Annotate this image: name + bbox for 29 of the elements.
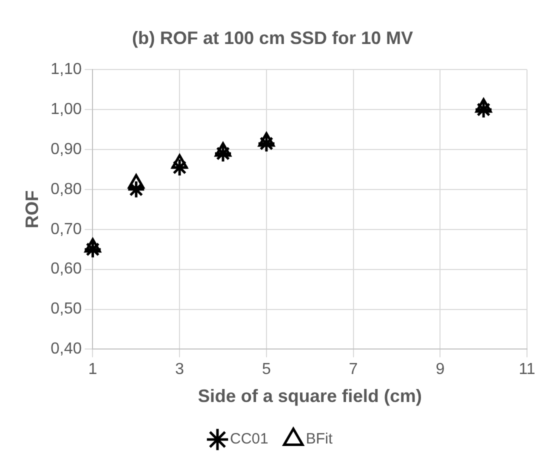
y-tick-label: 0,70 [50,220,82,238]
y-axis-title: ROF [22,190,42,228]
y-tick-label: 0,80 [50,180,82,198]
point [171,154,188,169]
point [83,240,102,259]
x-axis-title: Side of a square field (cm) [198,386,422,406]
y-tick-label: 1,10 [50,61,82,78]
x-tick-label: 1 [88,361,98,378]
point [214,142,232,157]
y-tick-label: 0,90 [50,140,82,158]
y-tick-label: 0,40 [50,340,82,358]
legend-label: CC01 [230,430,268,448]
x-tick-label: 5 [262,361,271,378]
point [258,132,275,147]
point [214,144,232,163]
y-tick-label: 0,60 [50,260,82,278]
y-tick-label: 1,00 [50,100,82,118]
point [128,174,144,189]
point [170,158,189,177]
point [126,180,146,199]
y-tick-label: 0,50 [50,300,82,318]
point [475,98,492,113]
chart-title: (b) ROF at 100 cm SSD for 10 MV [132,28,414,48]
x-tick-label: 7 [348,361,358,378]
x-tick-label: 11 [518,361,536,378]
point [257,134,276,153]
x-tick-label: 9 [436,361,445,378]
x-tick-label: 3 [175,361,184,378]
legend-label: BFit [306,430,334,448]
